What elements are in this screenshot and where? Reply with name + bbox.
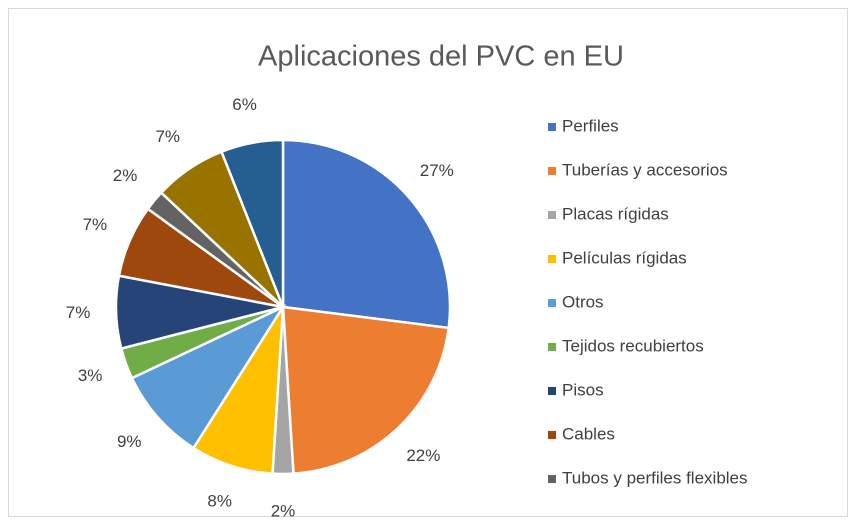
chart-title: Aplicaciones del PVC en EU — [258, 41, 624, 73]
legend-label: Perfiles — [562, 116, 619, 135]
data-label: 7% — [66, 303, 91, 322]
legend-swatch — [548, 123, 556, 131]
legend-label: Otros — [562, 292, 604, 311]
legend-swatch — [548, 167, 556, 175]
pie-slice — [281, 138, 452, 330]
pie-slice — [219, 138, 285, 308]
pie-slice — [130, 304, 287, 450]
data-label: 7% — [155, 127, 180, 146]
legend-swatch — [548, 387, 556, 395]
legend-label: Pisos — [562, 380, 604, 399]
data-label: 8% — [207, 491, 232, 510]
data-label: 9% — [117, 432, 142, 451]
data-label: 22% — [406, 446, 440, 465]
legend-label: Tejidos recubiertos — [562, 336, 704, 355]
legend-swatch — [548, 431, 556, 439]
data-label: 3% — [78, 366, 103, 385]
legend-swatch — [548, 475, 556, 483]
legend-swatch — [548, 343, 556, 351]
legend-swatch — [548, 299, 556, 307]
legend-label: Películas rígidas — [562, 248, 687, 267]
data-label: 7% — [83, 215, 108, 234]
legend-label: Tubos y perfiles flexibles — [562, 468, 748, 487]
legend-swatch — [548, 255, 556, 263]
legend-label: Tuberías y accesorios — [562, 160, 728, 179]
legend-label: Placas rígidas — [562, 204, 669, 223]
data-label: 2% — [271, 501, 296, 520]
data-label: 2% — [113, 166, 138, 185]
data-label: 6% — [232, 95, 257, 114]
legend-label: Cables — [562, 424, 615, 443]
pie-slice — [281, 305, 451, 475]
legend-swatch — [548, 211, 556, 219]
data-label: 27% — [420, 161, 454, 180]
